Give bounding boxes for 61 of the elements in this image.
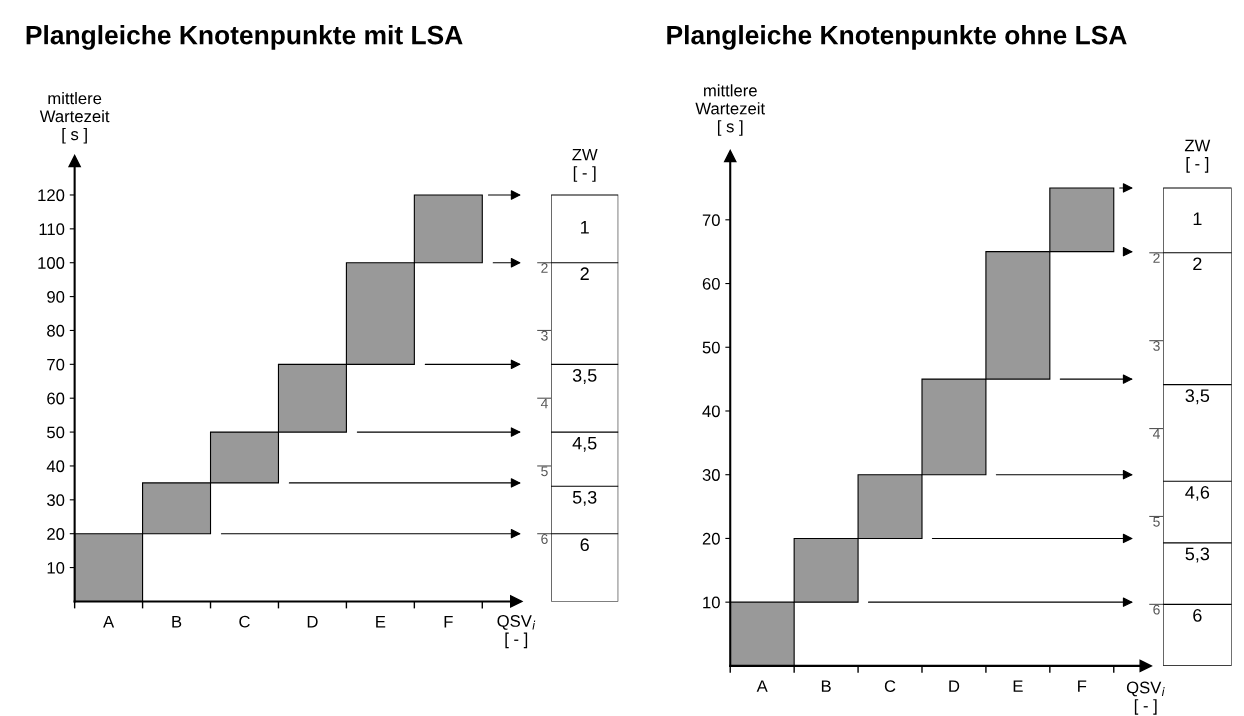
y-tick-label: 40: [702, 405, 720, 418]
y2-tick-label: 6: [1153, 604, 1160, 615]
y2-tick-label: 3: [1153, 341, 1160, 351]
x-axis-title: QSV$_{i}$ [ - ]: [1126, 681, 1165, 715]
y2-tick-label: 6: [541, 534, 548, 544]
x-tick-label: F: [1078, 680, 1087, 692]
y2-tick-label: 4: [540, 398, 548, 409]
y2-tick-label: 2: [1153, 253, 1160, 263]
x-tick-label: E: [376, 615, 386, 628]
y2-tick-label: 5: [541, 466, 548, 477]
chart-title: Plangleiche Knotenpunkte ohne LSA: [667, 25, 1127, 50]
y-tick-label: 10: [47, 561, 65, 574]
text: 1: [1193, 212, 1202, 226]
ref-line-label: 5,3: [1185, 547, 1210, 563]
y-tick-label: 80: [47, 324, 65, 337]
x-tick-label: D: [949, 680, 960, 692]
y-tick-label: 90: [47, 290, 65, 303]
x-tick-label: B: [821, 680, 831, 692]
y2-axis-title: ZW [ - ]: [1184, 139, 1211, 173]
y-tick-label: 40: [46, 460, 65, 473]
ref-line-label: 2: [580, 267, 589, 280]
ref-line-label: 4,6: [1185, 485, 1210, 501]
ref-line-label: 6: [1193, 609, 1202, 622]
y-tick-label: 110: [39, 223, 65, 236]
y-tick-label: 50: [47, 426, 65, 439]
x-tick-label: C: [884, 680, 896, 693]
y-tick-label: 60: [47, 392, 65, 405]
x-tick-label: F: [444, 615, 453, 628]
y-axis-title: mittlere Wartezeit [ s ]: [695, 84, 765, 136]
x-tick-label: E: [1013, 680, 1023, 692]
y-tick-label: 60: [702, 277, 720, 290]
y2-tick-label: 5: [1153, 516, 1160, 527]
y-tick-label: 10: [703, 596, 720, 609]
x-tick-label: A: [756, 680, 768, 692]
ref-line-label: 5,3: [572, 490, 597, 506]
y-axis-title: mittlere Wartezeit [ s ]: [39, 92, 110, 144]
x-axis-title: QSV$_{i}$ [ - ]: [497, 615, 536, 649]
y-tick-label: 50: [702, 341, 720, 354]
text: 1: [581, 221, 589, 234]
y-tick-label: 30: [702, 469, 720, 481]
ref-line-label: 6: [580, 538, 589, 552]
ref-line-label: 4,5: [572, 436, 597, 452]
y-tick-label: 20: [47, 528, 65, 540]
y2-axis-title: ZW [ - ]: [572, 148, 598, 182]
x-tick-label: D: [307, 615, 318, 628]
x-tick-label: A: [103, 615, 115, 628]
y-tick-label: 70: [702, 214, 720, 227]
y-tick-label: 100: [38, 257, 65, 269]
ref-line-label: 3,5: [572, 368, 597, 384]
y2-tick-label: 4: [1152, 429, 1160, 439]
x-tick-label: B: [172, 615, 182, 628]
chart-title: Plangleiche Knotenpunkte mit LSA: [26, 25, 463, 50]
y-tick-label: 20: [702, 532, 720, 545]
y-tick-label: 70: [47, 358, 65, 371]
y2-tick-label: 3: [541, 330, 548, 341]
x-tick-label: C: [239, 615, 250, 628]
ref-line-label: 3,5: [1185, 389, 1210, 405]
ref-line-label: 2: [1193, 257, 1202, 271]
y-tick-label: 30: [47, 494, 65, 507]
y-tick-label: 120: [38, 189, 65, 202]
y2-tick-label: 2: [541, 263, 548, 273]
